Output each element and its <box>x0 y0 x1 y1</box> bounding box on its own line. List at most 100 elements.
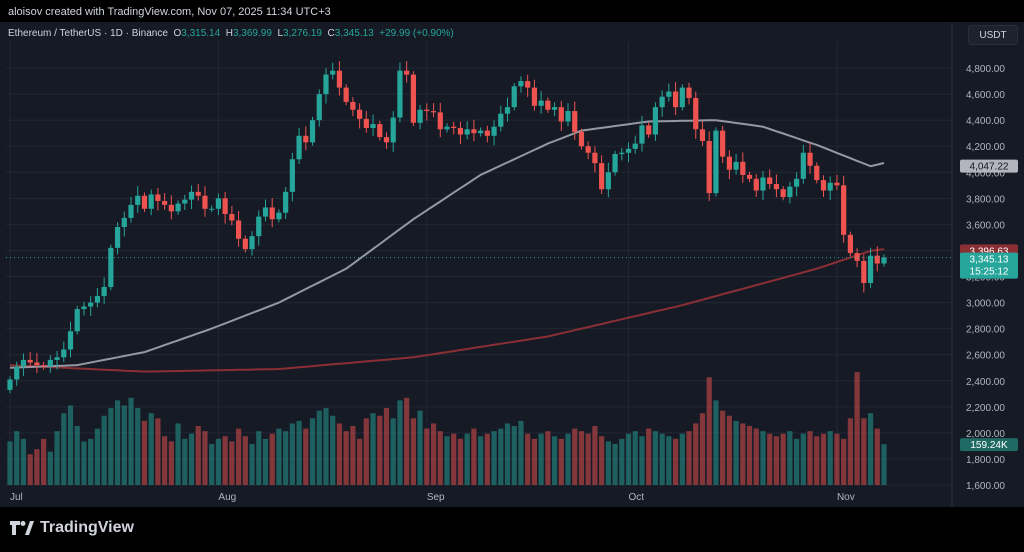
candle-body <box>417 109 423 123</box>
ma-50-line <box>9 119 885 369</box>
candle-body <box>14 366 20 380</box>
candle-body <box>27 359 33 363</box>
candle-body <box>54 357 60 360</box>
candle-body <box>94 296 100 303</box>
volume-bar <box>383 408 390 485</box>
price-label: 3,345.13 <box>970 255 1009 266</box>
candle-body <box>713 130 719 194</box>
y-tick-label: 4,600.00 <box>966 90 1005 101</box>
volume-bar <box>814 436 820 485</box>
candle-body <box>854 253 860 261</box>
candle-body <box>780 189 786 198</box>
volume-bar <box>350 426 356 485</box>
candle-body <box>343 87 349 102</box>
volume-bar <box>753 428 759 485</box>
candle-body <box>269 207 275 220</box>
candle-body <box>61 349 67 358</box>
volume-bar <box>47 451 53 485</box>
volume-bar <box>525 433 531 485</box>
x-tick-label: Aug <box>218 492 236 503</box>
volume-bar <box>135 408 141 485</box>
tradingview-logo[interactable]: TradingView <box>10 519 134 537</box>
candle-body <box>155 194 161 201</box>
candle-body <box>444 126 450 130</box>
volume-bar <box>740 423 746 485</box>
volume-bar <box>101 415 107 485</box>
volume-bar <box>390 418 396 485</box>
y-tick-label: 3,600.00 <box>966 220 1005 231</box>
volume-bar <box>437 431 443 485</box>
candle-body <box>639 125 645 144</box>
y-tick-label: 2,200.00 <box>966 403 1005 414</box>
candle-body <box>162 200 168 205</box>
candle-body <box>572 111 578 132</box>
symbol-name[interactable]: Ethereum / TetherUS · 1D · Binance <box>8 28 168 39</box>
candle-body <box>229 213 235 221</box>
volume-bars <box>7 372 887 485</box>
candle-body <box>478 130 484 134</box>
candle-body <box>128 204 134 218</box>
volume-bar <box>41 438 47 485</box>
candle-body <box>518 81 524 87</box>
volume-bar <box>323 408 329 485</box>
candle-body <box>249 236 255 250</box>
volume-bar <box>841 438 847 485</box>
candle-body <box>430 111 437 113</box>
high-label: H <box>225 28 233 39</box>
volume-bar <box>504 423 511 485</box>
volume-bar <box>61 413 67 485</box>
y-tick-label: 4,000.00 <box>966 168 1005 179</box>
candle-body <box>316 94 322 121</box>
y-tick-label: 2,000.00 <box>966 429 1005 440</box>
candle-body <box>491 126 497 136</box>
volume-bar <box>585 433 591 485</box>
candle-body <box>679 87 685 108</box>
candle-body <box>720 130 726 157</box>
candle-body <box>81 306 87 310</box>
volume-bar <box>800 433 806 485</box>
volume-bar <box>679 433 685 485</box>
candle-body <box>659 96 665 108</box>
volume-bar <box>478 436 484 485</box>
volume-bar <box>168 441 174 485</box>
volume-bar <box>625 433 632 485</box>
candle-body <box>350 101 356 110</box>
candle-body <box>135 195 141 205</box>
volume-bar <box>760 431 766 485</box>
volume-bar <box>767 433 773 485</box>
volume-bar <box>444 436 450 485</box>
volume-bar <box>551 436 558 485</box>
candle-body <box>746 174 753 179</box>
candle-body <box>357 109 363 119</box>
x-tick-label: Nov <box>837 492 855 503</box>
candle-body <box>336 70 343 88</box>
volume-bar <box>706 377 712 485</box>
candle-body <box>363 118 369 128</box>
volume-bar <box>330 415 336 485</box>
candle-body <box>760 177 766 191</box>
candle-body <box>861 260 867 284</box>
y-tick-label: 2,800.00 <box>966 325 1005 336</box>
volume-bar <box>316 410 322 485</box>
price-chart[interactable]: 1,600.00 1,800.00 2,000.00 2,200.00 2,400.00… <box>0 22 1024 507</box>
candle-body <box>545 100 551 110</box>
volume-bar <box>114 400 121 485</box>
volume-bar <box>162 436 168 485</box>
y-tick-label: 2,400.00 <box>966 377 1005 388</box>
candle-body <box>847 234 853 254</box>
candle-body <box>504 107 511 114</box>
currency-button[interactable]: USDT <box>968 25 1018 45</box>
volume-bar <box>417 410 423 485</box>
price-label: 3,396.63 <box>970 246 1009 257</box>
candle-body <box>800 152 806 179</box>
candle-body <box>525 81 531 88</box>
volume-bar <box>854 372 860 485</box>
ma-200-layer <box>9 248 885 373</box>
volume-bar <box>81 441 87 485</box>
volume-bar <box>357 438 363 485</box>
volume-bar <box>27 454 33 485</box>
candle-body <box>296 135 302 160</box>
volume-bar <box>484 433 490 485</box>
y-tick-label: 4,800.00 <box>966 64 1005 75</box>
